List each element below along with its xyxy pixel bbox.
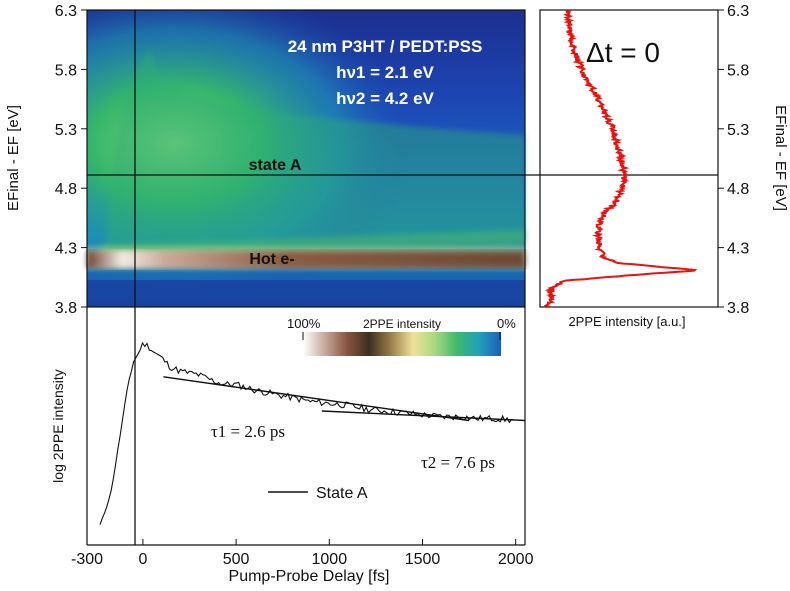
spectrum-y-tick-label: 6.3	[727, 3, 749, 20]
spectrum-panel: Δt = 0 3.8 4.3 4.8 5.3 5.8 6.3 EFinal - EF [e…	[525, 3, 789, 329]
trace-x-tick-label: 500	[223, 551, 250, 568]
spectrum-y-ticks: 3.8 4.3 4.8 5.3 5.8 6.3	[718, 3, 749, 317]
spectrum-frame	[539, 9, 719, 308]
spectrum-x-label: 2PPE intensity [a.u.]	[568, 314, 685, 329]
heatmap-y-tick-label: 3.8	[55, 300, 77, 317]
trace-x-tick-label: 0	[138, 551, 147, 568]
spectrum-y-tick-label: 4.8	[727, 181, 749, 198]
hot-electron-band	[87, 251, 525, 268]
heatmap-panel: 24 nm P3HT / PEDT:PSS hν1 = 2.1 eV hν2 =…	[5, 3, 526, 545]
fit-label-tau2: τ2 = 7.6 ps	[421, 453, 495, 472]
heatmap-y-ticks: 3.8 4.3 4.8 5.3 5.8 6.3	[55, 3, 87, 317]
colorbar-strip	[303, 332, 501, 356]
heatmap-upper-tail	[105, 50, 525, 255]
spectrum-y-tick-label: 3.8	[727, 300, 749, 317]
heatmap-y-label: EFinal - EF [eV]	[5, 105, 22, 211]
trace-legend: State A	[268, 485, 368, 502]
trace-panel: τ1 = 2.6 ps τ2 = 7.6 ps State A -300 0 500…	[50, 307, 534, 585]
heatmap-bottom-dark	[87, 280, 525, 307]
fit-label-tau1: τ1 = 2.6 ps	[211, 422, 285, 441]
trace-x-tick-label: 1000	[312, 551, 348, 568]
heatmap-y-tick-label: 5.8	[55, 62, 77, 79]
heatmap-subtitle-1: hν1 = 2.1 eV	[336, 63, 434, 82]
trace-x-tick-label: 2000	[498, 551, 534, 568]
heatmap-frame	[86, 9, 526, 308]
trace-y-label: log 2PPE intensity	[50, 369, 66, 483]
heatmap-y-tick-label: 4.3	[55, 241, 77, 258]
spectrum-y-tick-label: 5.3	[727, 122, 749, 139]
colorbar-label: 2PPE intensity	[363, 317, 441, 331]
colorbar-min-label: 0%	[497, 316, 516, 331]
trace-x-tick-label: -300	[71, 551, 103, 568]
heatmap-y-tick-label: 5.3	[55, 122, 77, 139]
annotation-state-a: state A	[249, 157, 302, 174]
heatmap-y-tick-label: 6.3	[55, 3, 77, 20]
spectrum-y-tick-label: 5.8	[727, 62, 749, 79]
legend-label: State A	[316, 485, 368, 502]
spectrum-y-label: EFinal - EF [eV]	[772, 105, 789, 211]
spectrum-title: Δt = 0	[586, 37, 660, 68]
trace-x-label: Pump-Probe Delay [fs]	[229, 568, 390, 585]
colorbar-max-label: 100%	[287, 316, 321, 331]
trace-x-tick-label: 1500	[405, 551, 441, 568]
trace-series-state-a	[99, 341, 514, 525]
heatmap-subtitle-2: hν2 = 4.2 eV	[336, 89, 434, 108]
spectrum-series	[543, 9, 698, 308]
fit-line-tau2	[321, 410, 526, 422]
spectrum-y-tick-label: 4.3	[727, 241, 749, 258]
heatmap-y-tick-label: 4.8	[55, 181, 77, 198]
colorbar: 100% 2PPE intensity 0%	[287, 316, 516, 356]
fit-line-tau1	[163, 376, 470, 422]
heatmap-title: 24 nm P3HT / PEDT:PSS	[288, 37, 483, 56]
annotation-hot-e: Hot e-	[249, 251, 294, 268]
trace-x-ticks: -300 0 500 1000 1500 2000	[71, 539, 534, 568]
